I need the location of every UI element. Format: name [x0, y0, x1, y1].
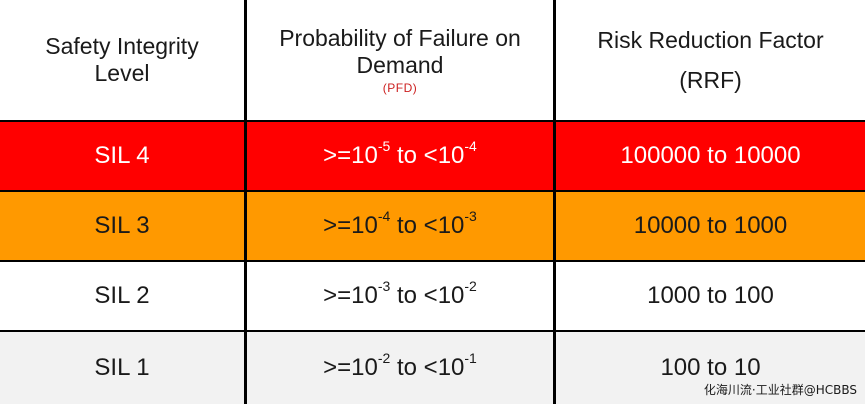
- rrf-value: 100000 to 10000: [620, 142, 801, 169]
- sil-level-label: SIL 2: [94, 282, 150, 309]
- watermark-main: 化海川流·工业社群@HCBBS: [703, 383, 857, 397]
- rrf-value: 100 to 10: [660, 354, 761, 381]
- watermark-text: 化海川流·工业社群@HCBBS: [704, 381, 857, 398]
- header-sil-line2: Level: [94, 60, 150, 86]
- header-rrf-line2: (RRF): [679, 67, 742, 93]
- header-sil: Safety Integrity Level: [0, 0, 244, 120]
- rrf-cell: 1000 to 100: [556, 262, 865, 330]
- header-sil-line1: Safety Integrity: [45, 33, 199, 59]
- sil-level-cell: SIL 2: [0, 262, 244, 330]
- rrf-cell: 100 to 10: [556, 332, 865, 404]
- sil-level-cell: SIL 4: [0, 122, 244, 190]
- sil-level-cell: SIL 1: [0, 332, 244, 404]
- rrf-value: 10000 to 1000: [633, 212, 788, 239]
- pfd-cell: >=10-2 to <10-1: [247, 332, 553, 404]
- header-pfd-line1: Probability of Failure on: [279, 25, 521, 51]
- header-pfd: Probability of Failure on Demand (PFD): [247, 0, 553, 120]
- rrf-cell: 100000 to 10000: [556, 122, 865, 190]
- rrf-cell: 10000 to 1000: [556, 192, 865, 260]
- pfd-value: >=10-5 to <10-4: [323, 138, 477, 169]
- header-rrf-line1: Risk Reduction Factor: [597, 27, 824, 53]
- pfd-cell: >=10-3 to <10-2: [247, 262, 553, 330]
- header-pfd-line2: Demand: [356, 52, 444, 78]
- pfd-value: >=10-3 to <10-2: [323, 278, 477, 309]
- rrf-value: 1000 to 100: [647, 282, 774, 309]
- pfd-cell: >=10-5 to <10-4: [247, 122, 553, 190]
- sil-level-label: SIL 4: [94, 142, 150, 169]
- pfd-value: >=10-4 to <10-3: [323, 208, 477, 239]
- sil-level-cell: SIL 3: [0, 192, 244, 260]
- header-rrf: Risk Reduction Factor (RRF): [556, 0, 865, 120]
- pfd-cell: >=10-4 to <10-3: [247, 192, 553, 260]
- sil-level-label: SIL 1: [94, 354, 150, 381]
- header-pfd-sub: (PFD): [382, 81, 418, 95]
- sil-level-label: SIL 3: [94, 212, 150, 239]
- pfd-value: >=10-2 to <10-1: [323, 350, 477, 381]
